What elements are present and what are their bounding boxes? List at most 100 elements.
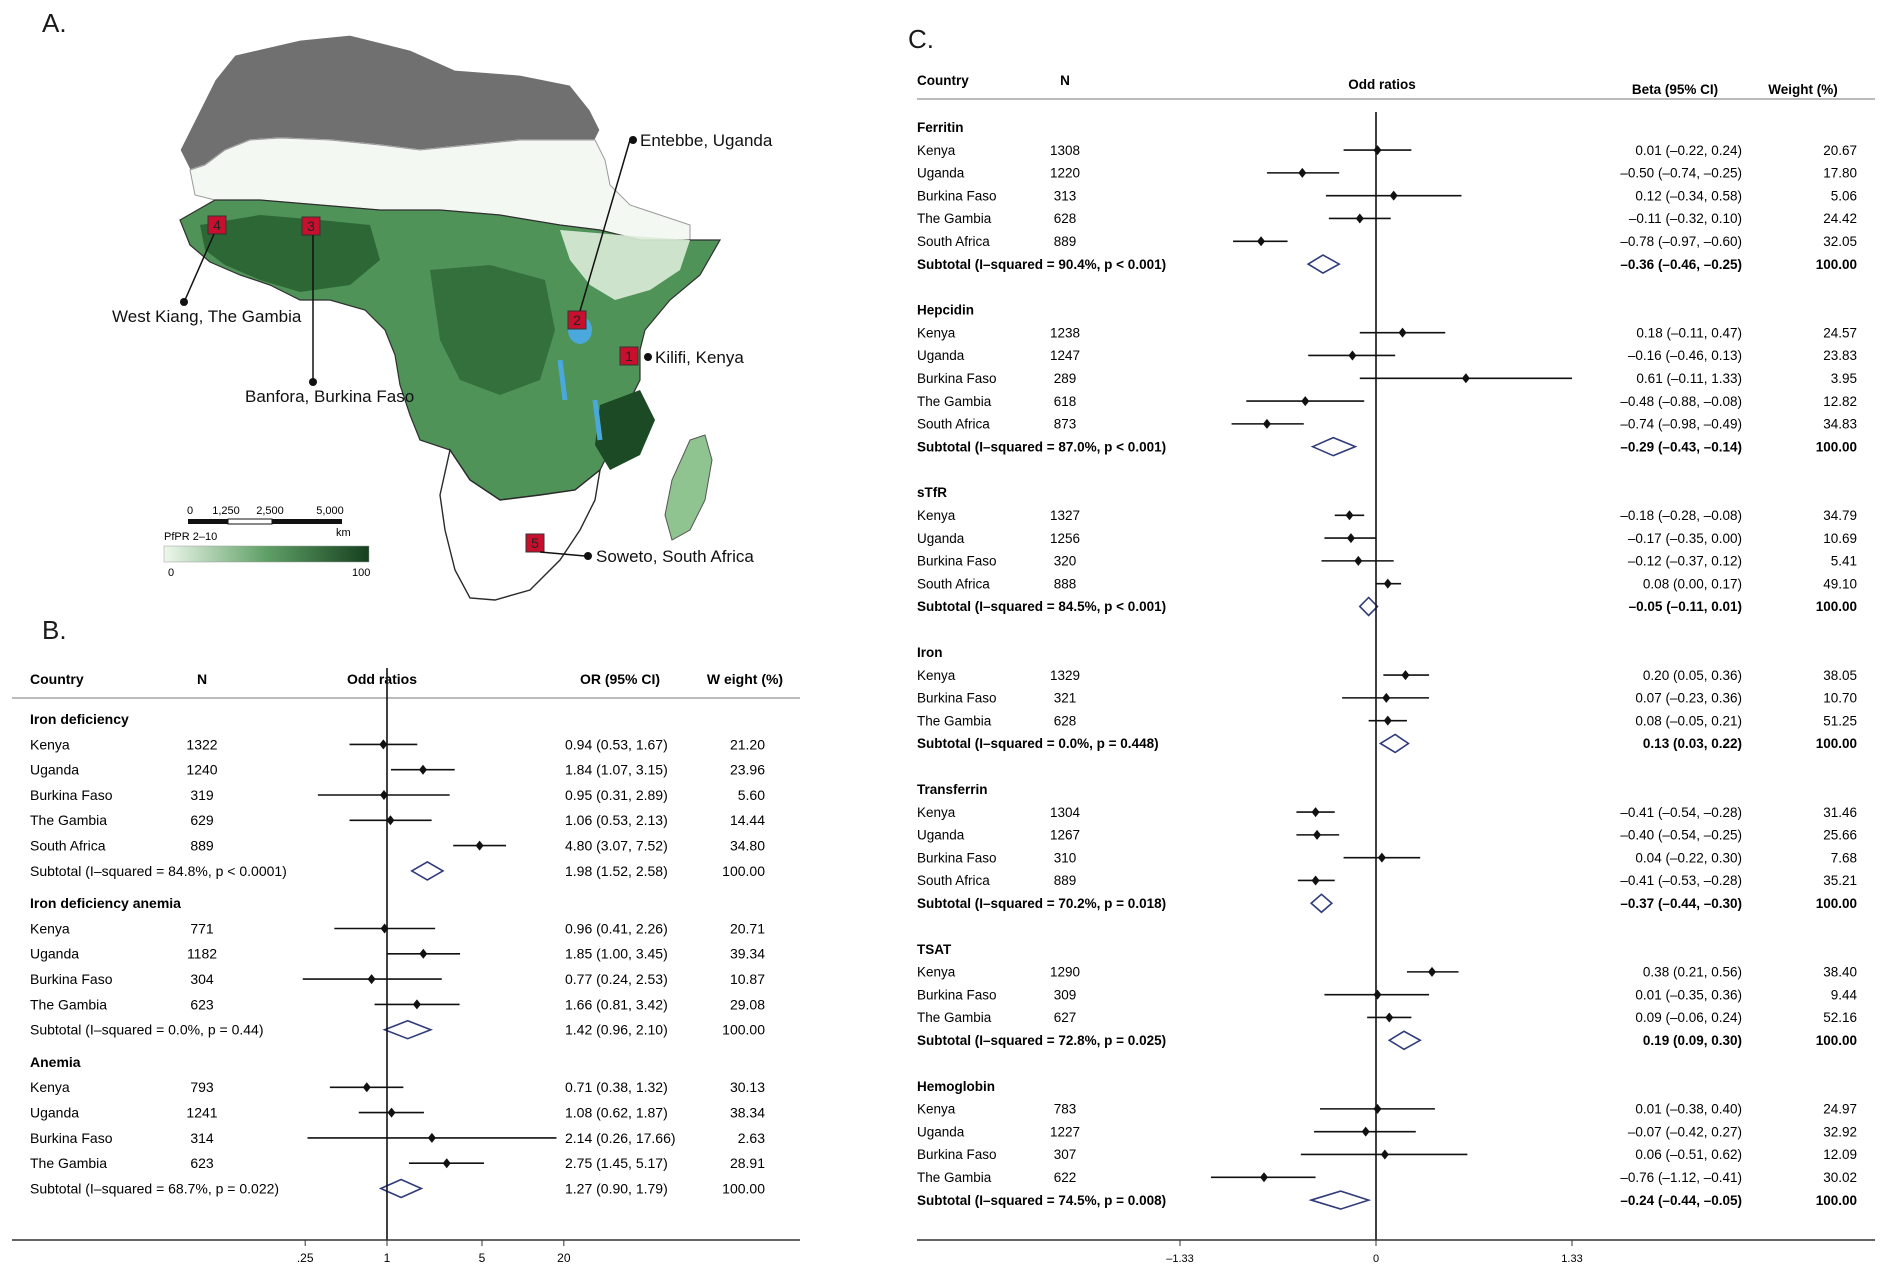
point-estimate [427,1132,436,1143]
subtotal-ci-text: 1.98 (1.52, 2.58) [565,863,668,879]
legend-title: PfPR 2–10 [164,531,217,543]
subtotal-diamond [1310,436,1358,457]
row-country: Burkina Faso [917,371,997,386]
row-country: Kenya [30,736,70,752]
row-ci-text: 0.01 (–0.22, 0.24) [1635,143,1742,158]
forest-plot-b: Country N Odd ratios OR (95% CI) W eight (%)… [0,640,810,1278]
row-ci-text: 0.01 (–0.35, 0.36) [1635,987,1742,1002]
subtotal-ci-text: –0.05 (–0.11, 0.01) [1629,599,1742,614]
row-ci-text: –0.74 (–0.98, –0.49) [1620,417,1742,432]
subtotal-label: Subtotal (I–squared = 0.0%, p = 0.44) [30,1022,264,1038]
row-country: Burkina Faso [917,850,997,865]
group-title: Iron deficiency [30,711,129,727]
point-estimate [1262,418,1271,429]
row-weight: 34.79 [1823,508,1857,523]
row-weight: 39.34 [730,946,765,962]
subtotal-ci-text: 0.13 (0.03, 0.22) [1643,736,1742,751]
point-estimate [1380,1149,1389,1160]
subtotal-diamond [1358,596,1379,617]
row-ci-text: –0.41 (–0.53, –0.28) [1620,873,1742,888]
row-n: 313 [1054,188,1077,203]
x-tick-label: 5 [479,1251,486,1265]
row-n: 783 [1054,1102,1077,1117]
row-ci-text: 0.09 (–0.06, 0.24) [1635,1010,1742,1025]
lake-malawi [592,399,603,441]
header-n: N [1060,73,1070,88]
row-n: 771 [190,920,214,936]
subtotal-label: Subtotal (I–squared = 84.5%, p < 0.001) [917,599,1166,614]
row-ci-text: 0.08 (0.00, 0.17) [1643,576,1742,591]
row-country: Kenya [917,668,956,683]
header-ci: Beta (95% CI) [1632,82,1718,97]
row-weight: 32.05 [1823,234,1857,249]
subtotal-weight: 100.00 [722,1022,765,1038]
subtotal-diamond [1308,1190,1372,1210]
row-n: 1322 [186,736,217,752]
point-estimate [1373,989,1382,1000]
lake-tanganyika [557,359,568,401]
row-country: Uganda [917,166,965,181]
row-ci-text: –0.16 (–0.46, 0.13) [1628,348,1742,363]
row-weight: 23.83 [1823,348,1857,363]
row-country: The Gambia [30,1155,107,1171]
subtotal-weight: 100.00 [1816,896,1857,911]
row-country: The Gambia [30,812,107,828]
row-n: 1327 [1050,508,1080,523]
row-ci-text: –0.41 (–0.54, –0.28) [1620,805,1742,820]
row-weight: 24.42 [1823,211,1857,226]
group-title: Iron deficiency anemia [30,895,181,911]
group-title: Hemoglobin [917,1079,995,1094]
x-tick-label: 0 [1373,1253,1379,1265]
subtotal-weight: 100.00 [1816,599,1857,614]
row-weight: 24.97 [1823,1102,1857,1117]
row-weight: 12.82 [1823,394,1857,409]
row-country: Burkina Faso [917,691,997,706]
header-n: N [197,671,207,687]
header-weight: W eight (%) [707,671,783,687]
panel-label-b: B. [42,615,67,645]
row-n: 889 [1054,873,1077,888]
x-tick-label: 1.33 [1561,1253,1582,1265]
legend-max: 100 [352,567,370,579]
row-country: South Africa [917,576,990,591]
row-n: 793 [190,1079,214,1095]
forest-plot-c-svg: Country N Odd ratios Beta (95% CI) Weight (%… [917,73,1875,1265]
point-estimate [442,1158,451,1169]
row-ci-text: 0.77 (0.24, 2.53) [565,971,668,987]
row-n: 320 [1054,554,1077,569]
subtotal-label: Subtotal (I–squared = 84.8%, p < 0.0001) [30,863,287,879]
row-weight: 5.06 [1831,188,1857,203]
point-estimate [412,999,421,1010]
row-country: Uganda [30,946,79,962]
row-country: The Gambia [917,1170,992,1185]
row-weight: 10.70 [1823,691,1857,706]
row-ci-text: 0.38 (0.21, 0.56) [1643,965,1742,980]
pfpr-legend: PfPR 2–10 0 100 [163,531,370,579]
point-estimate [1311,807,1320,818]
row-weight: 7.68 [1831,850,1857,865]
row-ci-text: 1.66 (0.81, 3.42) [565,996,668,1012]
row-n: 309 [1054,987,1077,1002]
subtotal-weight: 100.00 [722,863,765,879]
row-country: Kenya [917,325,956,340]
row-weight: 52.16 [1823,1010,1857,1025]
row-n: 310 [1054,850,1077,865]
subtotal-diamond [410,860,445,881]
row-n: 1267 [1050,828,1080,843]
west-africa-dark-belt [200,215,380,292]
row-country: Uganda [917,531,965,546]
row-weight: 35.21 [1823,873,1857,888]
row-n: 1227 [1050,1124,1080,1139]
row-ci-text: –0.40 (–0.54, –0.25) [1620,828,1742,843]
point-estimate [1373,1103,1382,1114]
subtotal-ci-text: –0.36 (–0.46, –0.25) [1620,257,1742,272]
x-tick-label: .25 [297,1251,314,1265]
row-n: 628 [1054,211,1077,226]
row-ci-text: 0.08 (–0.05, 0.21) [1635,713,1742,728]
row-country: Burkina Faso [30,1130,113,1146]
point-estimate [1355,213,1364,224]
subtotal-diamond [1306,254,1341,275]
row-n: 1304 [1050,805,1081,820]
row-n: 628 [1054,713,1077,728]
row-n: 622 [1054,1170,1077,1185]
